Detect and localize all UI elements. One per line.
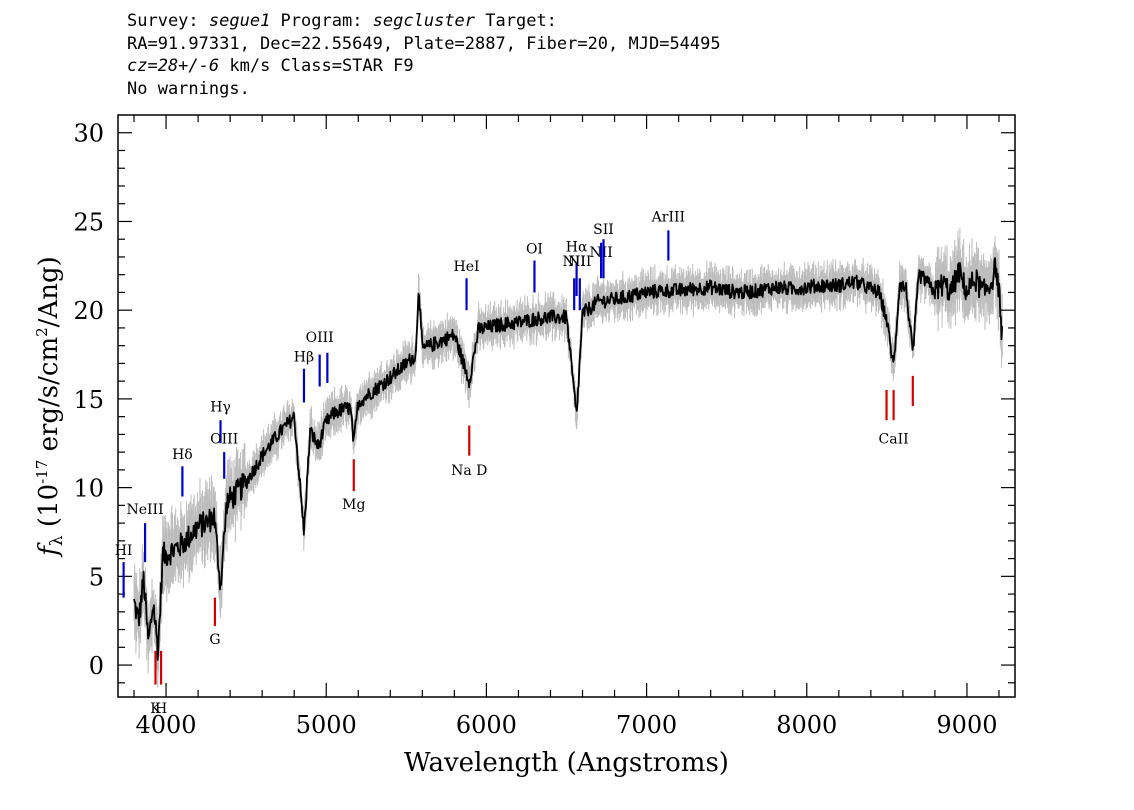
error-band [133,227,1003,689]
x-axis-label: Wavelength (Angstroms) [404,748,729,778]
line-id-label: H [155,701,167,717]
x-tick-label: 6000 [456,711,517,739]
line-id-label: NeIII [126,502,163,518]
plot-frame [117,114,1016,698]
program-value: segcluster [372,11,476,31]
line-id-label: SII [593,222,614,238]
line-id-label: ArIII [651,209,685,225]
header-line-2: RA=91.97331, Dec=22.55649, Plate=2887, F… [127,33,721,54]
line-id-label: Mg [342,497,365,513]
survey-label: Survey: [127,11,209,31]
line-id-label: OIII [210,431,238,447]
y-tick-label: 5 [89,563,104,591]
line-id-label: NII [568,254,591,270]
redshift-value: cz=28+/-6 [127,56,220,76]
line-id-label: Hδ [172,447,193,463]
spectrum-layer [133,227,1004,689]
line-id-label: Hβ [294,350,314,366]
header-line-4: No warnings. [127,78,250,99]
line-id-label: HI [115,543,133,559]
target-label: Target: [475,11,557,31]
y-axis-label-part: 2 [33,327,51,337]
line-id-layer: HINeIIIHδHγOIIIHβOIIIHeIOINIIHαNIINIISII… [115,209,914,717]
line-id-label: Hα [566,240,588,256]
line-id-label: G [209,632,220,648]
header-line-3: cz=28+/-6 km/s Class=STAR F9 [127,55,721,78]
line-id-label: NII [563,254,586,270]
spectrum-header: Survey: segue1 Program: segcluster Targe… [127,10,721,100]
y-tick-label: 10 [73,475,104,503]
program-label: Program: [270,11,373,31]
y-axis-label-part: (10 [34,484,64,536]
tick-layer: 4000 5000 6000 7000 8000 9000 0 5 10 15 20 25 30 [73,115,1015,739]
line-id-label: HeI [454,259,480,275]
line-id-label: Hγ [210,399,231,415]
y-tick-label: 20 [73,297,104,325]
header-line-1: Survey: segue1 Program: segcluster Targe… [127,10,721,33]
y-axis-label-part: -17 [33,460,51,484]
x-tick-label: 4000 [136,711,197,739]
y-tick-label: 0 [89,652,104,680]
x-tick-label: 7000 [616,711,677,739]
y-axis-label-part: /Ang) [34,256,64,327]
y-axis-label: fλ (10-17 erg/s/cm2/Ang) [33,256,67,558]
line-id-label: Na D [451,463,487,479]
x-tick-label: 9000 [936,711,997,739]
class-value: km/s Class=STAR F9 [219,56,414,76]
y-tick-label: 30 [73,120,104,148]
line-id-label: OI [526,241,543,257]
y-axis-label-part: λ [47,535,67,546]
y-tick-label: 15 [73,386,104,414]
survey-value: segue1 [208,11,271,31]
line-id-label: K [150,701,161,717]
x-tick-label: 5000 [296,711,357,739]
flux-series-line [133,257,1004,661]
line-id-label: OIII [306,330,334,346]
y-tick-label: 25 [73,208,104,236]
y-axis-label-part: erg/s/cm [34,337,64,460]
line-id-label: CaII [879,431,909,447]
x-tick-label: 8000 [776,711,837,739]
line-id-label: NII [589,245,612,261]
